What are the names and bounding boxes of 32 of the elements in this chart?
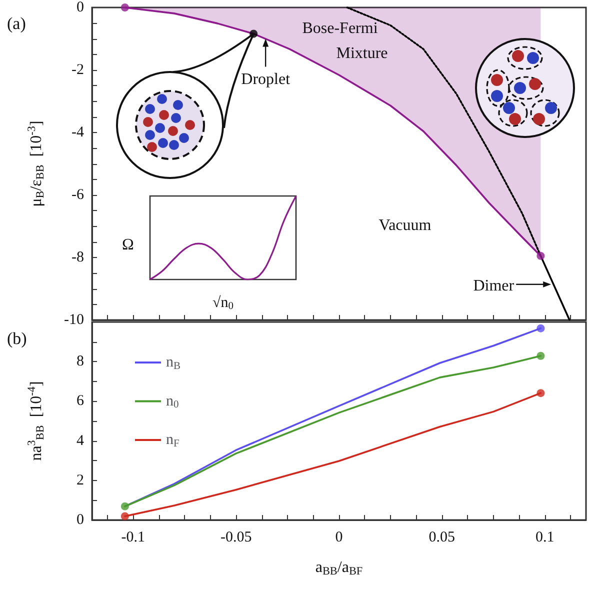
y-tick-label: -10 bbox=[64, 312, 84, 328]
annotation: Dimer bbox=[473, 277, 515, 294]
y-tick-label: -6 bbox=[72, 187, 84, 203]
y-tick-label: -2 bbox=[72, 62, 84, 78]
point bbox=[120, 4, 129, 12]
y-tick-label: 0 bbox=[76, 512, 84, 528]
annotation: Droplet bbox=[241, 70, 291, 88]
point bbox=[536, 324, 545, 332]
annotation: Bose-Fermi Mixture bbox=[302, 20, 388, 62]
x-tick-label: 0 bbox=[335, 530, 343, 546]
x-tick-label: -0.1 bbox=[121, 530, 146, 546]
point bbox=[536, 352, 545, 360]
point bbox=[536, 389, 545, 398]
point bbox=[536, 252, 545, 260]
y-tick-label: 2 bbox=[76, 472, 84, 488]
point bbox=[120, 512, 129, 520]
y-tick-label: 8 bbox=[76, 354, 84, 370]
chart-title: (b) bbox=[7, 329, 27, 348]
y-axis-title: na3BB [10-4] bbox=[26, 381, 47, 461]
annotation: Vacuum bbox=[378, 217, 432, 234]
x-tick-label: 0.1 bbox=[535, 530, 554, 546]
y-tick-label: 4 bbox=[76, 432, 84, 449]
y-tick-label: 0 bbox=[76, 0, 84, 16]
y-axis-title: μB/εBB [10-3] bbox=[26, 120, 47, 207]
point bbox=[120, 502, 129, 510]
x-tick-label: -0.05 bbox=[220, 530, 252, 546]
y-tick-label: -4 bbox=[72, 124, 84, 140]
chart-title: (a) bbox=[7, 14, 26, 33]
y-tick-label: -8 bbox=[72, 250, 84, 266]
y-axis-title: Ω bbox=[122, 236, 134, 254]
x-tick-label: 0.05 bbox=[428, 530, 456, 546]
y-tick-label: 6 bbox=[76, 393, 84, 410]
